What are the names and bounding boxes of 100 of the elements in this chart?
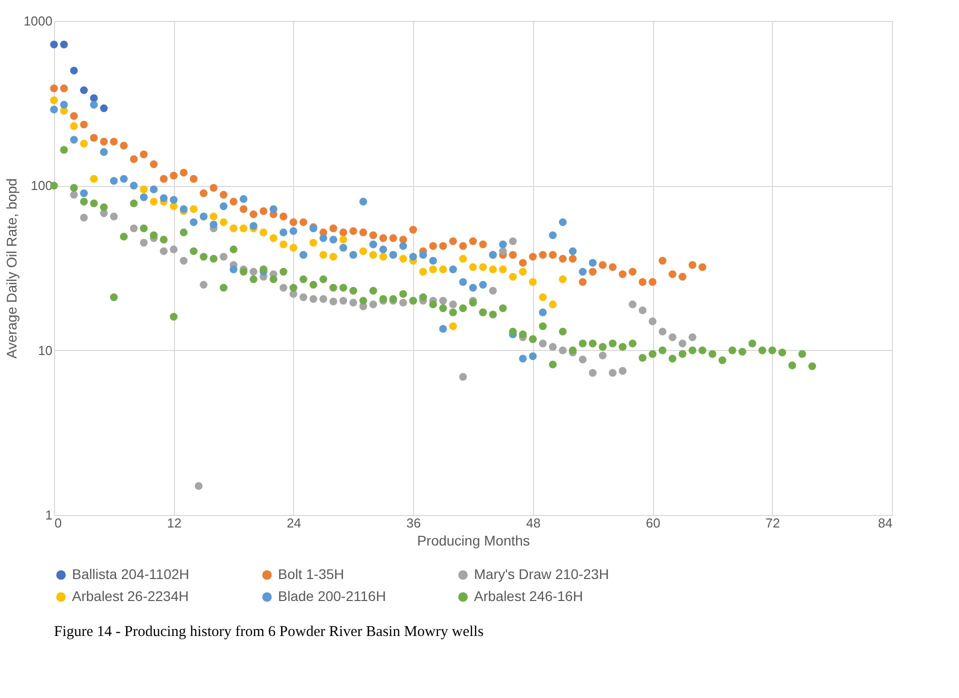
point — [280, 228, 288, 236]
y-tick-label: 1 — [45, 508, 52, 522]
point — [50, 96, 58, 104]
point — [230, 224, 238, 232]
point — [260, 228, 268, 236]
point — [359, 198, 368, 206]
point — [359, 247, 368, 256]
point — [140, 193, 148, 202]
point — [90, 94, 98, 102]
x-tick-label: 0 — [54, 516, 62, 530]
point — [80, 189, 88, 198]
point — [240, 224, 248, 232]
point — [190, 205, 198, 214]
y-tick-label: 1000 — [24, 14, 52, 28]
point — [519, 268, 527, 276]
point — [489, 266, 497, 274]
legend-label: Mary's Draw 210-23H — [474, 566, 609, 582]
legend-label: Blade 200-2116H — [278, 588, 386, 604]
x-axis-title: Producing Months — [417, 532, 530, 548]
point — [588, 258, 597, 267]
point — [419, 250, 427, 259]
point — [220, 202, 228, 210]
point — [150, 198, 158, 206]
x-tick-label: 36 — [406, 516, 421, 530]
point — [479, 280, 487, 289]
x-tick-label: 48 — [526, 516, 541, 530]
point — [230, 266, 238, 274]
point — [70, 66, 78, 74]
caption: Figure 14 - Producing history from 6 Powder River Basin Mowry wells — [54, 624, 484, 640]
point — [220, 218, 228, 226]
point — [319, 234, 328, 242]
point — [329, 236, 338, 244]
point — [499, 240, 507, 248]
point — [528, 352, 537, 360]
point — [210, 220, 218, 228]
point — [329, 252, 338, 261]
point — [290, 244, 298, 252]
point — [548, 231, 557, 240]
point — [50, 40, 58, 48]
x-tick-label: 60 — [646, 516, 660, 530]
point — [558, 218, 567, 226]
point — [538, 293, 547, 302]
point — [399, 242, 408, 250]
point — [538, 308, 547, 316]
point — [439, 325, 447, 333]
x-tick-label: 72 — [766, 516, 780, 530]
point — [369, 240, 378, 248]
point — [558, 275, 567, 284]
y-axis-title: Average Daily Oil Rate, bopd — [4, 178, 20, 359]
legend-label: Arbalest 246-16H — [474, 588, 583, 604]
point — [150, 185, 158, 194]
point — [439, 266, 447, 274]
point — [509, 272, 517, 281]
point — [210, 212, 218, 220]
point — [110, 176, 118, 185]
point — [568, 247, 577, 256]
point — [419, 268, 427, 276]
point — [459, 278, 467, 286]
point — [80, 140, 88, 148]
x-tick-label: 12 — [166, 516, 182, 530]
point — [459, 254, 467, 263]
point — [240, 195, 248, 203]
point — [270, 234, 278, 242]
point — [270, 205, 278, 214]
point — [90, 174, 98, 183]
point — [250, 222, 258, 230]
point — [90, 100, 98, 109]
point — [140, 185, 148, 194]
point — [369, 250, 378, 259]
point — [379, 246, 388, 254]
point — [50, 106, 58, 114]
point — [479, 263, 487, 272]
point — [469, 284, 477, 292]
point — [170, 202, 178, 210]
point — [578, 268, 587, 276]
point — [280, 240, 288, 248]
point — [429, 266, 437, 274]
point — [100, 104, 108, 112]
point — [429, 256, 437, 265]
point — [310, 238, 318, 247]
point — [548, 300, 557, 308]
point — [70, 122, 78, 130]
point — [170, 196, 178, 204]
point — [80, 86, 88, 94]
point — [449, 266, 457, 274]
point — [160, 194, 168, 202]
point — [409, 252, 418, 261]
point — [399, 254, 408, 263]
point — [528, 278, 537, 286]
point — [60, 100, 68, 109]
point — [449, 322, 457, 330]
point — [290, 227, 298, 235]
point — [70, 136, 78, 144]
point — [120, 174, 128, 183]
point — [319, 250, 328, 259]
point — [469, 263, 477, 272]
y-tick-label: 10 — [38, 342, 52, 358]
point — [130, 182, 138, 190]
point — [499, 266, 507, 274]
point — [60, 40, 68, 48]
